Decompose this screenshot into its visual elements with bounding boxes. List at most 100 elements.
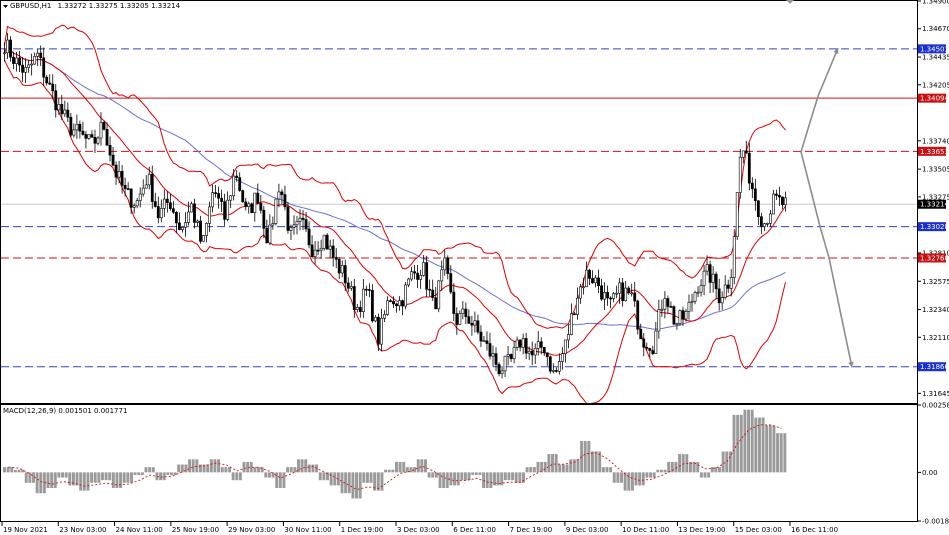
candle-body [171,208,175,213]
macd-bar [532,467,536,473]
candle-body [443,257,447,271]
macd-bar [122,472,126,483]
candle-body [36,52,40,57]
candle-body [367,289,371,291]
macd-bar [525,467,529,473]
price-tick-label: 1.33275 [922,193,949,201]
candle-body [684,311,688,320]
macd-bar [351,472,355,499]
projection-bear-arrow [800,151,853,368]
candle-body [84,134,88,139]
candle-body [316,249,320,252]
candle-body [386,300,389,315]
macd-bar [718,467,721,473]
candle-body [256,192,260,204]
candle-body [153,201,157,207]
candle-body [117,171,121,178]
collapse-triangle-icon[interactable] [3,5,8,8]
time-tick-label: 16 Dec 11:00 [791,526,838,534]
macd-bar [427,472,431,478]
macd-bar [130,472,133,483]
macd-bar [471,472,475,475]
macd-bar [188,459,192,473]
candle-body [633,292,637,302]
macd-bar [612,472,616,483]
time-tick-label: 15 Dec 03:00 [735,526,782,534]
candle-body [476,320,480,333]
candle-body [464,308,468,318]
candle-body [81,130,85,135]
macd-bar [591,451,594,473]
price-tag-label: 1.33653 [920,148,949,156]
candle-body [150,173,154,202]
candle-body [729,277,733,289]
macd-bar [235,472,239,481]
candle-body [108,145,112,156]
time-tick-label: 1 Dec 19:00 [341,526,384,534]
candle-body [42,57,46,78]
macd-bar [395,461,398,473]
macd-bar [39,472,43,494]
macd-bar [101,472,104,481]
candle-body [482,340,486,343]
macd-bar [445,472,449,489]
candle-body [675,323,679,325]
macd-panel [3,409,787,499]
macd-bar [754,417,758,473]
macd-bar [282,472,286,489]
candle-body [337,259,341,274]
candle-body [184,222,187,228]
candle-body [573,313,576,316]
macd-bar [344,472,348,494]
bollinger-upper [4,24,786,329]
macd-bar [376,472,380,491]
candle-body [289,227,293,231]
candle-body [440,269,444,282]
candle-body [286,206,290,231]
candle-body [606,292,609,299]
price-tick-label: 1.32110 [922,334,949,342]
macd-bar [217,459,221,473]
macd-bar [249,461,253,473]
macd-bar [543,461,547,473]
candle-body [702,270,706,286]
macd-bar [329,472,333,486]
candle-body [174,211,178,224]
candle-body [446,257,450,274]
candle-body [533,348,537,356]
price-tag-label: 1.33214 [920,201,949,209]
price-tag-bg [918,362,946,372]
candle-body [202,235,205,242]
macd-bar [358,472,362,499]
price-tag-label: 1.34503 [920,45,949,53]
macd-bar [703,472,707,478]
macd-bar [10,467,14,473]
price-level-tags: 1.34503 1.34094 1.33653 1.33214 1.33028 1.327… [918,44,949,372]
candle-body [283,194,287,208]
macd-bar [97,472,101,483]
macd-bar [783,433,787,473]
macd-bar [137,472,141,475]
candle-body [434,297,438,310]
time-tick-label: 30 Nov 11:00 [284,526,331,534]
candle-body [322,234,326,249]
macd-bar [275,472,279,489]
macd-bar [601,467,605,473]
candle-body [144,184,148,189]
macd-bar [667,461,671,473]
candle-body [295,221,299,226]
macd-bar [119,472,123,489]
macd-bar [57,472,61,478]
macd-bar [707,472,711,478]
macd-bar [224,467,228,473]
macd-bar [405,467,409,473]
macd-bar [565,464,569,473]
candle-body [147,173,151,186]
candle-body [723,284,727,298]
candle-body [389,300,392,302]
macd-bar [108,472,112,481]
macd-bar [743,409,747,473]
candle-body [401,300,404,307]
time-tick-label: 3 Dec 03:00 [397,526,440,534]
candle-body [69,116,73,136]
